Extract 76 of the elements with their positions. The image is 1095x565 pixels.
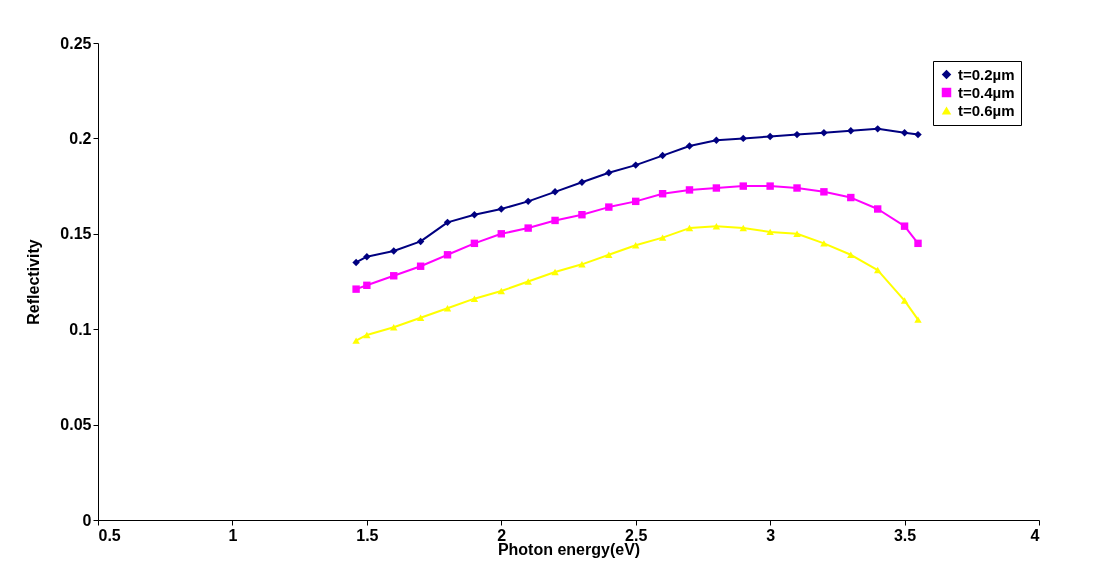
point <box>578 261 586 268</box>
y-axis-title: Reflectivity <box>25 239 43 325</box>
point <box>739 134 747 143</box>
point <box>416 314 425 321</box>
legend-label: t=0.4µm <box>958 83 1015 101</box>
point <box>658 151 667 160</box>
x-tick-label: 1.5 <box>356 526 379 544</box>
point <box>820 188 828 196</box>
point <box>443 218 452 227</box>
point <box>685 142 694 150</box>
point <box>793 230 801 238</box>
point <box>793 184 801 192</box>
point <box>524 278 532 285</box>
point <box>712 184 721 192</box>
x-tick-label: 1 <box>228 526 238 544</box>
point <box>847 251 855 258</box>
point <box>416 237 425 246</box>
point <box>524 197 532 206</box>
point <box>470 211 479 219</box>
point <box>390 324 398 331</box>
point <box>443 305 452 312</box>
point <box>914 130 922 139</box>
point <box>352 285 360 293</box>
y-tick-label: 0.1 <box>69 320 92 338</box>
point <box>900 297 909 304</box>
point <box>363 331 371 339</box>
x-tick-label: 0.5 <box>98 526 121 544</box>
point <box>766 182 774 190</box>
point <box>685 186 694 194</box>
point <box>873 205 882 213</box>
point <box>873 125 882 133</box>
point <box>873 266 882 274</box>
point <box>900 222 909 230</box>
point <box>658 234 667 241</box>
point <box>900 128 909 137</box>
point <box>712 136 721 145</box>
point <box>578 211 586 219</box>
point <box>363 252 371 261</box>
point <box>632 161 640 169</box>
point <box>766 132 774 141</box>
point <box>363 281 371 290</box>
legend-label: t=0.2µm <box>958 65 1015 83</box>
y-tick-label: 0.15 <box>60 225 92 243</box>
y-tick-label: 0.2 <box>69 129 92 147</box>
point <box>605 251 613 258</box>
y-tick-label: 0.25 <box>60 34 92 52</box>
point <box>820 240 828 247</box>
x-tick-label: 3 <box>766 526 776 544</box>
x-tick-label: 3.5 <box>893 526 917 544</box>
point <box>914 316 922 323</box>
point <box>685 224 694 232</box>
point <box>793 130 801 139</box>
point <box>497 287 505 295</box>
point <box>524 224 532 232</box>
point <box>847 193 855 202</box>
legend-label: t=0.6µm <box>958 101 1015 119</box>
point <box>914 239 922 248</box>
point <box>605 203 613 211</box>
point <box>766 228 774 236</box>
point <box>605 169 613 177</box>
point <box>352 337 360 344</box>
x-tick-label: 4 <box>1030 526 1040 544</box>
y-tick-label: 0.05 <box>60 416 92 434</box>
point <box>497 230 505 238</box>
point <box>739 182 747 190</box>
point <box>820 128 828 137</box>
point <box>352 258 360 267</box>
point <box>712 222 721 230</box>
point <box>470 295 479 302</box>
point <box>551 216 559 225</box>
point <box>578 178 586 186</box>
point <box>390 247 398 255</box>
point <box>497 205 505 213</box>
point <box>847 127 855 135</box>
y-tick-label: 0 <box>82 511 92 529</box>
point <box>551 268 559 276</box>
